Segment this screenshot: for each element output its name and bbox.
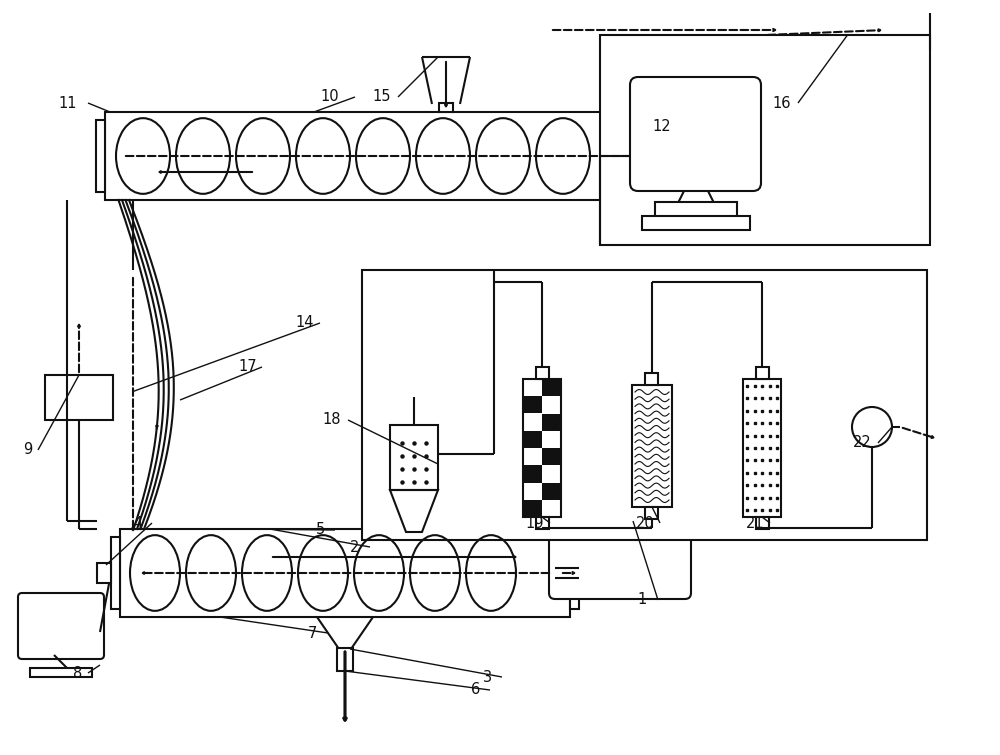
- Bar: [756, 517, 768, 529]
- Bar: [390, 425, 438, 490]
- Bar: [105, 112, 655, 200]
- FancyBboxPatch shape: [549, 515, 691, 599]
- Text: 21: 21: [746, 516, 764, 531]
- Bar: [645, 373, 658, 385]
- Text: 15: 15: [373, 90, 391, 104]
- Text: 19: 19: [526, 516, 544, 531]
- Text: 5: 5: [315, 522, 325, 538]
- FancyBboxPatch shape: [630, 77, 761, 191]
- Bar: [570, 537, 579, 609]
- Bar: [756, 367, 768, 379]
- Bar: [542, 379, 561, 396]
- FancyBboxPatch shape: [18, 593, 104, 659]
- Text: 20: 20: [636, 516, 654, 531]
- Bar: [439, 103, 453, 112]
- Text: 2: 2: [350, 540, 360, 554]
- Bar: [743, 379, 781, 517]
- Bar: [632, 385, 672, 507]
- Bar: [120, 529, 570, 617]
- Text: 22: 22: [853, 436, 871, 451]
- Text: 6: 6: [471, 683, 481, 698]
- Bar: [542, 414, 561, 431]
- Bar: [642, 216, 750, 230]
- Bar: [523, 396, 542, 414]
- Text: 16: 16: [773, 95, 791, 110]
- Bar: [542, 482, 561, 500]
- Text: 17: 17: [239, 359, 257, 374]
- Bar: [45, 375, 113, 420]
- Text: 12: 12: [653, 119, 671, 134]
- Bar: [523, 500, 542, 517]
- Text: 14: 14: [296, 316, 314, 331]
- Bar: [111, 537, 120, 609]
- Text: 11: 11: [59, 95, 77, 110]
- Bar: [96, 120, 105, 192]
- Text: 18: 18: [323, 412, 341, 427]
- Text: 9: 9: [23, 442, 33, 458]
- Bar: [536, 517, 548, 529]
- Bar: [523, 431, 542, 448]
- Bar: [337, 648, 353, 671]
- Text: 3: 3: [483, 670, 493, 685]
- Bar: [362, 270, 927, 540]
- Bar: [523, 379, 561, 517]
- Bar: [536, 367, 548, 379]
- Bar: [645, 507, 658, 519]
- Text: 10: 10: [321, 90, 339, 104]
- Bar: [523, 465, 542, 482]
- Bar: [655, 120, 664, 192]
- Text: 1: 1: [637, 593, 647, 608]
- Bar: [600, 35, 930, 245]
- Bar: [655, 202, 737, 217]
- Text: 4: 4: [133, 516, 143, 531]
- Text: 7: 7: [307, 625, 317, 640]
- Text: 8: 8: [73, 665, 83, 680]
- Bar: [30, 668, 92, 677]
- Bar: [97, 563, 111, 583]
- Bar: [542, 448, 561, 465]
